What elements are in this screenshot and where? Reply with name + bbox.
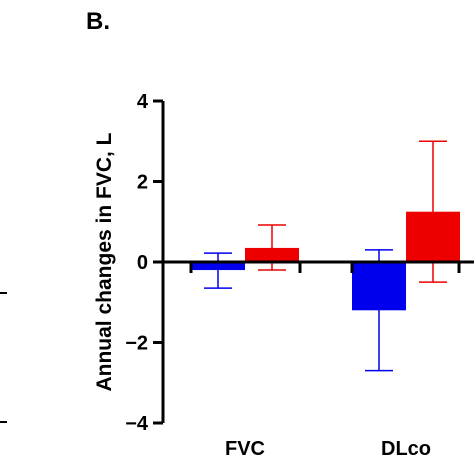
x-category-label: DLco — [381, 438, 431, 460]
left-panel-tick-fragment — [0, 292, 7, 294]
x-category-label: FVC — [225, 438, 265, 460]
y-tick-label: −2 — [125, 333, 148, 355]
y-tick-label: 2 — [137, 172, 148, 194]
y-tick-label: 0 — [137, 252, 148, 274]
panel-label: B. — [86, 8, 110, 35]
y-tick-label: −4 — [125, 413, 149, 435]
bar — [191, 262, 245, 271]
bar — [352, 262, 406, 311]
bar — [406, 211, 460, 262]
bar — [245, 247, 299, 262]
y-tick-label: 4 — [137, 91, 149, 113]
left-panel-tick-fragment — [0, 421, 7, 423]
